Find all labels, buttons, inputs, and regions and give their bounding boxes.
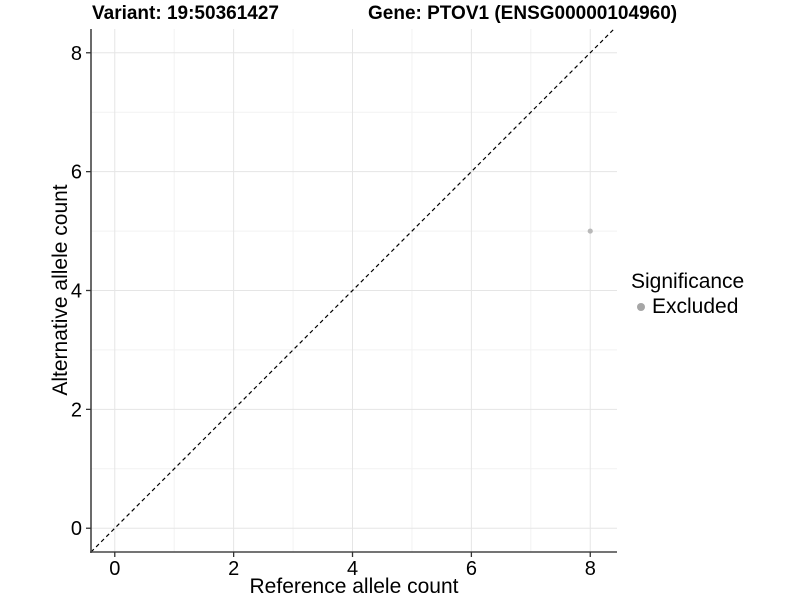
legend-item-label: Excluded	[652, 295, 739, 318]
legend: Significance Excluded	[631, 271, 744, 318]
legend-point-icon	[637, 303, 645, 311]
legend-title: Significance	[631, 270, 745, 293]
x-tick-label: 8	[585, 558, 596, 580]
variant-title: Variant: 19:50361427	[92, 3, 279, 24]
y-tick-label: 6	[71, 162, 82, 184]
legend-item: Excluded	[631, 296, 744, 318]
data-point	[587, 228, 593, 234]
x-tick-label: 2	[228, 558, 239, 580]
x-tick-label: 6	[466, 558, 477, 580]
y-axis-title: Alternative allele count	[49, 184, 72, 396]
y-tick-label: 2	[71, 399, 82, 421]
x-tick-label: 4	[347, 558, 358, 580]
x-tick-label: 0	[109, 558, 120, 580]
identity-line	[90, 28, 615, 553]
y-tick-label: 8	[71, 43, 82, 65]
y-tick-label: 4	[71, 281, 82, 303]
x-axis-title: Reference allele count	[249, 575, 459, 598]
gene-title: Gene: PTOV1 (ENSG00000104960)	[368, 3, 678, 24]
y-tick-label: 0	[71, 518, 82, 540]
